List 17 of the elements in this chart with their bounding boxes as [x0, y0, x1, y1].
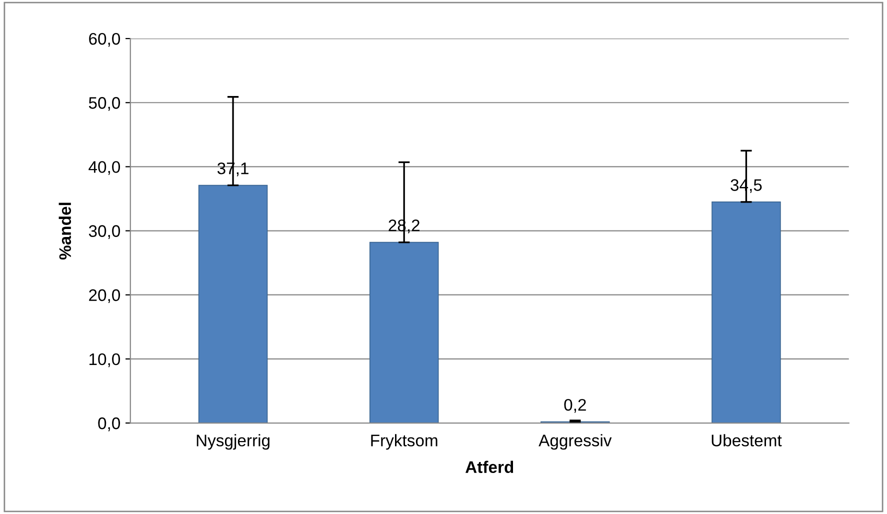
bar: [712, 202, 781, 424]
y-tick-label: 10,0: [90, 353, 120, 368]
y-tick-label: 50,0: [88, 97, 120, 111]
x-tick-label: Aggressiv: [538, 434, 612, 450]
x-tick-label: Nysgjerrig: [196, 434, 270, 450]
x-axis-title: Atferd: [466, 460, 514, 474]
y-tick-label: 30,0: [88, 225, 120, 239]
y-axis-title: %andel: [58, 202, 72, 260]
bar: [198, 184, 268, 424]
x-tick-label: Ubestemt: [712, 434, 782, 446]
bar: [369, 242, 439, 424]
y-tick-label: 40,0: [88, 161, 120, 175]
data-label: 0,2: [564, 398, 586, 413]
y-tick-label: 20,0: [89, 289, 120, 304]
y-tick-label: 0,0: [98, 417, 120, 432]
x-tick-label: Fryktsom: [371, 434, 438, 450]
y-tick-label: 60,0: [89, 32, 120, 47]
